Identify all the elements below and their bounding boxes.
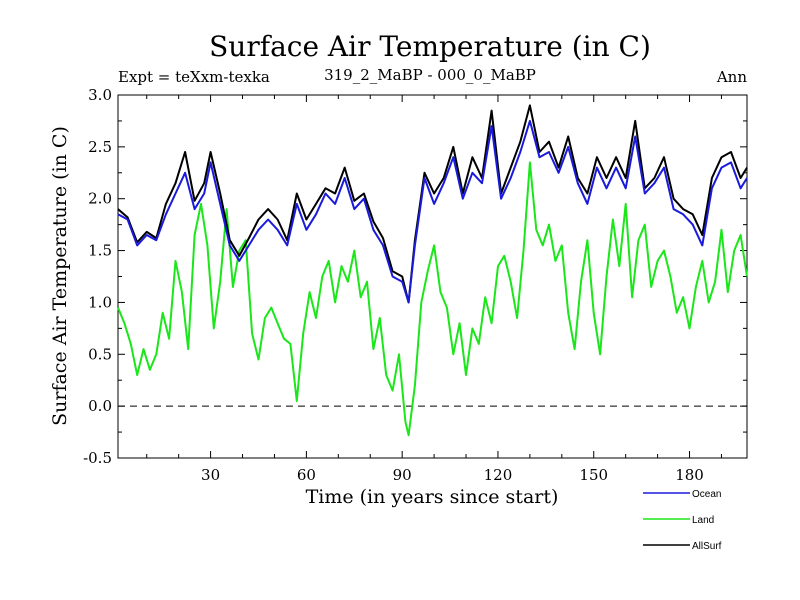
y-tick-label: 1.5 (88, 242, 112, 260)
legend: Ocean Land AllSurf (643, 489, 722, 552)
x-tick-label: 30 (201, 466, 220, 484)
y-tick-label: 0.0 (88, 397, 112, 415)
series-lines (117, 104, 748, 437)
y-tick-label: 0.5 (88, 345, 112, 363)
y-tick-label: 2.5 (88, 138, 112, 156)
series-line-land (117, 161, 748, 437)
plot-frame (117, 94, 748, 459)
y-tick-label: 1.0 (88, 293, 112, 311)
series-line-allsurf (117, 104, 748, 304)
x-axis-label: Time (in years since start) (306, 486, 559, 508)
chart-title: Surface Air Temperature (in C) (209, 30, 651, 63)
chart-subtitle-center: 319_2_MaBP - 000_0_MaBP (324, 66, 536, 84)
x-tick-label: 60 (297, 466, 316, 484)
x-tick-label: 120 (484, 466, 513, 484)
x-tick-label: 180 (675, 466, 704, 484)
legend-label-allsurf: AllSurf (692, 541, 722, 552)
chart-subtitle-left: Expt = teXxm-texka (118, 68, 270, 86)
y-axis-label: Surface Air Temperature (in C) (49, 126, 71, 426)
x-axis: 30 60 90 120 150 180 (146, 95, 722, 484)
chart-subtitle-right: Ann (716, 68, 747, 86)
y-tick-label: -0.5 (83, 449, 112, 467)
y-tick-label: 2.0 (88, 190, 112, 208)
x-tick-label: 90 (393, 466, 412, 484)
series-line-ocean (117, 119, 748, 304)
legend-label-ocean: Ocean (692, 489, 721, 500)
y-axis: -0.5 0.0 0.5 1.0 1.5 2.0 2.5 3.0 (83, 86, 747, 467)
legend-label-land: Land (692, 515, 714, 526)
y-tick-label: 3.0 (88, 86, 112, 104)
x-tick-label: 150 (579, 466, 608, 484)
